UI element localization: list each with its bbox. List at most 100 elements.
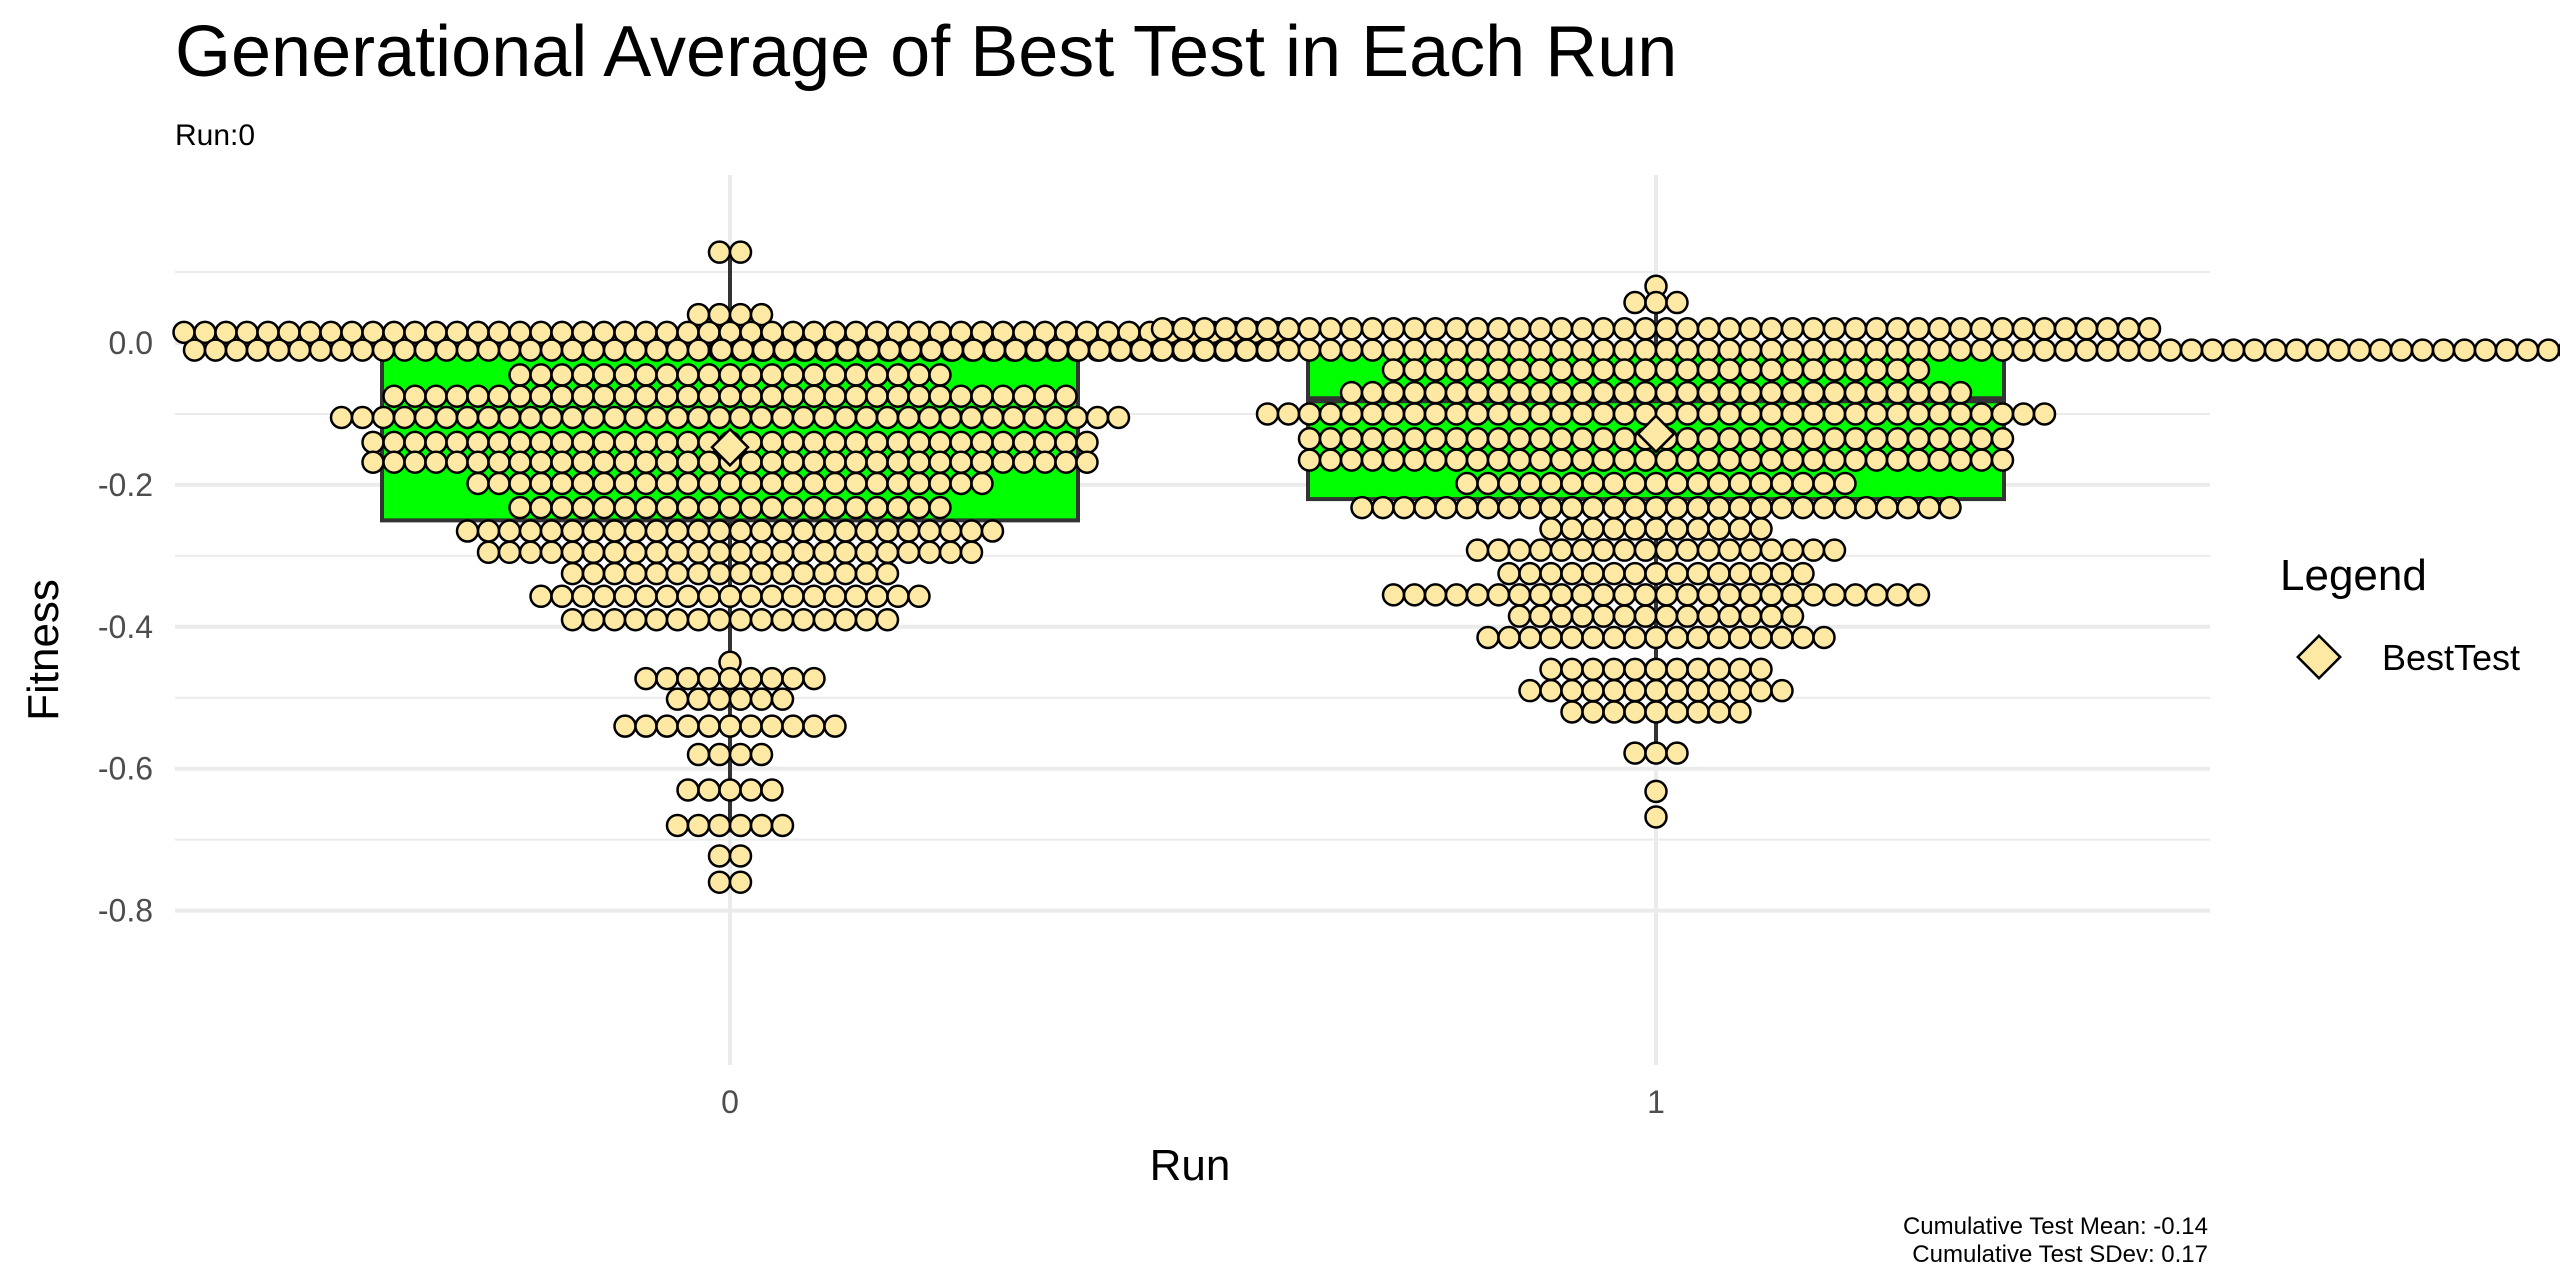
- data-point: [1885, 402, 1910, 426]
- data-point: [676, 584, 700, 609]
- data-point: [1539, 561, 1563, 586]
- data-point: [709, 338, 734, 362]
- data-point: [1696, 402, 1721, 426]
- data-point: [814, 338, 839, 362]
- data-point: [613, 363, 637, 387]
- data-point: [1623, 657, 1647, 682]
- data-point: [928, 363, 952, 387]
- data-point: [1612, 448, 1637, 472]
- data-point: [655, 450, 679, 474]
- data-point: [886, 584, 910, 609]
- data-point: [728, 607, 753, 632]
- data-point: [1486, 358, 1511, 382]
- data-point: [1780, 402, 1805, 426]
- data-point: [1150, 338, 1175, 362]
- data-point: [1896, 495, 1920, 520]
- data-point: [424, 450, 448, 474]
- data-point: [1318, 402, 1343, 426]
- data-point: [707, 742, 732, 767]
- data-point: [917, 540, 942, 565]
- data-point: [2095, 317, 2120, 341]
- data-point: [529, 363, 553, 387]
- data-point: [1381, 583, 1406, 607]
- data-point: [1780, 317, 1805, 341]
- data-point: [1738, 448, 1763, 472]
- data-point: [529, 430, 553, 455]
- data-point: [1801, 583, 1826, 607]
- data-point: [928, 384, 952, 408]
- data-point: [676, 666, 700, 691]
- data-point: [1990, 338, 2015, 362]
- data-point: [634, 666, 658, 691]
- data-point: [1675, 358, 1700, 382]
- data-point: [1602, 517, 1626, 541]
- data-point: [539, 540, 564, 565]
- data-point: [1570, 317, 1595, 341]
- data-point: [1665, 561, 1689, 586]
- data-point: [1717, 538, 1742, 562]
- data-point: [1801, 402, 1826, 426]
- data-point: [1560, 625, 1584, 650]
- data-point: [1801, 358, 1826, 382]
- data-point: [1707, 678, 1731, 703]
- data-point: [1633, 317, 1658, 341]
- data-point: [1497, 625, 1521, 650]
- data-point: [1539, 625, 1563, 650]
- data-point: [1350, 495, 1374, 520]
- data-point: [1171, 338, 1196, 362]
- data-point: [676, 450, 700, 474]
- data-point: [1665, 657, 1689, 682]
- data-point: [991, 450, 1015, 474]
- data-point: [1990, 317, 2015, 341]
- data-point: [938, 540, 963, 565]
- data-point: [1497, 561, 1521, 586]
- data-point: [1696, 338, 1721, 362]
- data-point: [1759, 380, 1784, 405]
- data-point: [581, 519, 606, 543]
- data-point: [1759, 317, 1784, 341]
- data-point: [2095, 338, 2120, 362]
- data-point: [1623, 290, 1647, 315]
- data-point: [550, 430, 574, 455]
- data-point: [466, 384, 490, 408]
- data-point: [1318, 448, 1343, 472]
- data-point: [1654, 583, 1679, 607]
- data-point: [1707, 561, 1731, 586]
- data-point: [854, 519, 879, 543]
- data-point: [919, 338, 944, 362]
- data-point: [791, 540, 816, 565]
- data-point: [665, 813, 690, 838]
- data-point: [413, 338, 438, 362]
- data-point: [1812, 625, 1836, 650]
- data-point: [1906, 358, 1931, 382]
- data-point: [991, 384, 1015, 408]
- data-point: [1654, 317, 1679, 341]
- data-point: [1927, 427, 1952, 451]
- data-point: [560, 540, 585, 565]
- data-point: [613, 450, 637, 474]
- data-point: [1085, 405, 1110, 430]
- data-point: [665, 405, 690, 430]
- caption-mean: Cumulative Test Mean: -0.14: [1903, 1213, 2208, 1240]
- data-point: [856, 338, 881, 362]
- caption-sdev: Cumulative Test SDev: 0.17: [1912, 1241, 2208, 1268]
- data-point: [361, 450, 385, 474]
- data-point: [1738, 583, 1763, 607]
- data-point: [676, 495, 700, 520]
- data-point: [728, 540, 753, 565]
- data-point: [1001, 405, 1026, 430]
- data-point: [1759, 538, 1784, 562]
- data-point: [749, 742, 774, 767]
- data-point: [1549, 338, 1574, 362]
- data-point: [1665, 495, 1689, 520]
- data-point: [592, 584, 616, 609]
- data-point: [371, 405, 396, 430]
- data-point: [634, 471, 658, 496]
- data-point: [1644, 290, 1668, 315]
- data-point: [1833, 471, 1857, 496]
- data-point: [2473, 338, 2498, 362]
- data-point: [1339, 448, 1364, 472]
- data-point: [728, 519, 753, 543]
- data-point: [1728, 678, 1752, 703]
- data-point: [1423, 358, 1448, 382]
